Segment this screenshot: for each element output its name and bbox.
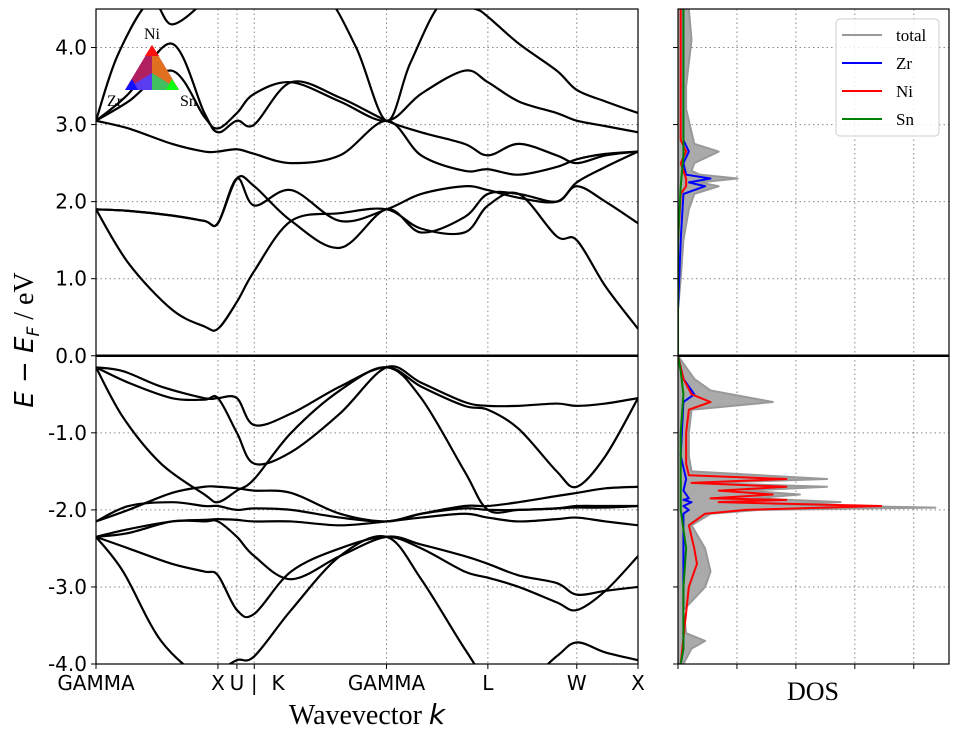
dos-total-area — [678, 9, 936, 664]
band-x-ticks: GAMMA X U | K GAMMA L W X — [57, 664, 645, 695]
band-axes-frame — [95, 8, 639, 665]
dos-ticks — [673, 47, 915, 669]
dos-legend: total Zr Ni Sn — [835, 18, 940, 137]
legend-label-zr: Zr — [896, 54, 912, 73]
triangle-label-left: Zr — [107, 93, 123, 110]
dos-curve-total — [678, 9, 937, 664]
legend-box — [835, 18, 940, 137]
band-line-9 — [96, 534, 638, 664]
legend-label-ni: Ni — [896, 82, 913, 101]
triangle-zr-corner — [125, 79, 138, 90]
band-y-tick-label: -1.0 — [48, 421, 87, 445]
band-line-16 — [96, 9, 638, 122]
band-x-tick-label: | — [251, 671, 258, 695]
band-x-tick-label: X — [211, 671, 225, 695]
band-y-tick-label: 2.0 — [55, 190, 87, 214]
band-x-axis-label-text: Wavevector — [289, 700, 423, 731]
composition-triangle: Ni Zr Sn — [107, 26, 197, 110]
band-lines — [96, 9, 638, 664]
triangle-label-right: Sn — [180, 93, 197, 110]
band-line-14 — [96, 42, 638, 165]
band-y-tick-label: 3.0 — [55, 113, 87, 137]
band-line-8 — [96, 519, 638, 597]
band-x-axis-symbol: k — [429, 698, 447, 731]
band-line-13 — [96, 119, 638, 176]
legend-label-sn: Sn — [896, 110, 914, 129]
triangle-label-top: Ni — [144, 26, 161, 43]
band-line-12 — [96, 150, 638, 228]
band-line-15 — [96, 69, 638, 134]
legend-label-total: total — [896, 26, 926, 45]
band-y-tick-label: -2.0 — [48, 498, 87, 522]
band-y-ticks: -4.0 -3.0 -2.0 -1.0 0.0 1.0 2.0 3.0 4.0 — [48, 36, 96, 676]
triangle-sn-corner — [166, 79, 179, 90]
dos-curves — [678, 9, 937, 664]
band-y-tick-label: 4.0 — [55, 36, 87, 60]
dos-x-axis-label: DOS — [787, 677, 839, 706]
band-x-tick-label: K — [272, 671, 286, 695]
band-y-tick-label: -3.0 — [48, 575, 87, 599]
band-x-tick-label: X — [631, 671, 645, 695]
triangle-ni-corner — [145, 45, 159, 56]
dos-curve-sn — [678, 9, 688, 664]
band-x-tick-label: GAMMA — [57, 671, 135, 695]
band-line-6 — [96, 512, 638, 538]
band-x-tick-label: GAMMA — [348, 671, 426, 695]
band-line-10 — [96, 191, 638, 332]
triangle-zr-sector — [125, 45, 152, 90]
dos-curve-ni — [678, 9, 883, 664]
triangle-ni-sector — [152, 45, 179, 90]
band-line-5 — [96, 501, 638, 523]
band-line-4 — [96, 485, 638, 523]
dos-axes-frame — [677, 8, 950, 665]
band-x-tick-label: U — [230, 671, 245, 695]
band-x-tick-label: W — [567, 671, 587, 695]
band-line-2 — [96, 365, 638, 466]
band-y-tick-label: 0.0 — [55, 344, 87, 368]
band-line-7 — [96, 535, 638, 619]
band-x-axis-label: Wavevector k — [289, 698, 447, 731]
band-y-axis-label: E − EF / eV — [9, 272, 44, 407]
band-x-tick-label: L — [482, 671, 494, 695]
band-y-tick-label: -4.0 — [48, 652, 87, 676]
band-y-tick-label: 1.0 — [55, 267, 87, 291]
